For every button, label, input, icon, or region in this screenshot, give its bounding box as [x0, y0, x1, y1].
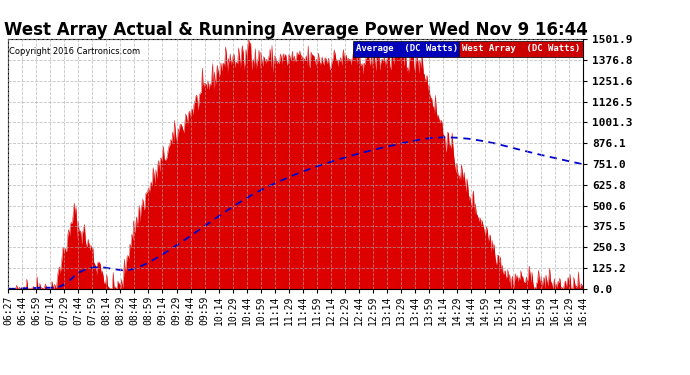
Text: Average  (DC Watts): Average (DC Watts) [355, 44, 457, 53]
Title: West Array Actual & Running Average Power Wed Nov 9 16:44: West Array Actual & Running Average Powe… [3, 21, 588, 39]
FancyBboxPatch shape [460, 40, 583, 57]
Text: West Array  (DC Watts): West Array (DC Watts) [462, 44, 581, 53]
Text: Copyright 2016 Cartronics.com: Copyright 2016 Cartronics.com [9, 47, 140, 56]
FancyBboxPatch shape [353, 40, 460, 57]
